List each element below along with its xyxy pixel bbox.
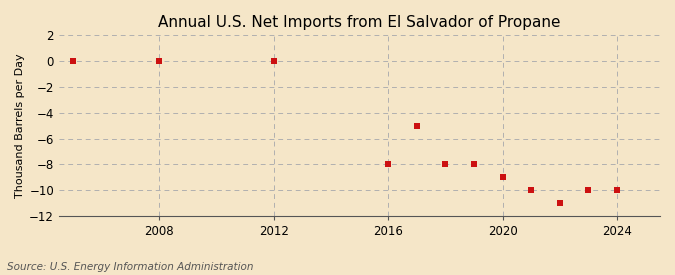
Y-axis label: Thousand Barrels per Day: Thousand Barrels per Day (15, 53, 25, 198)
Text: Source: U.S. Energy Information Administration: Source: U.S. Energy Information Administ… (7, 262, 253, 272)
Point (68, 59, 78, 63)
Point (440, 162, 451, 167)
Point (554, 201, 565, 205)
Point (583, 188, 594, 192)
Point (612, 188, 622, 192)
Title: Annual U.S. Net Imports from El Salvador of Propane: Annual U.S. Net Imports from El Salvador… (158, 15, 561, 30)
Point (154, 59, 165, 63)
Point (497, 175, 508, 180)
Point (468, 162, 479, 167)
Point (411, 123, 422, 128)
Point (268, 59, 279, 63)
Point (383, 162, 394, 167)
Point (526, 188, 537, 192)
